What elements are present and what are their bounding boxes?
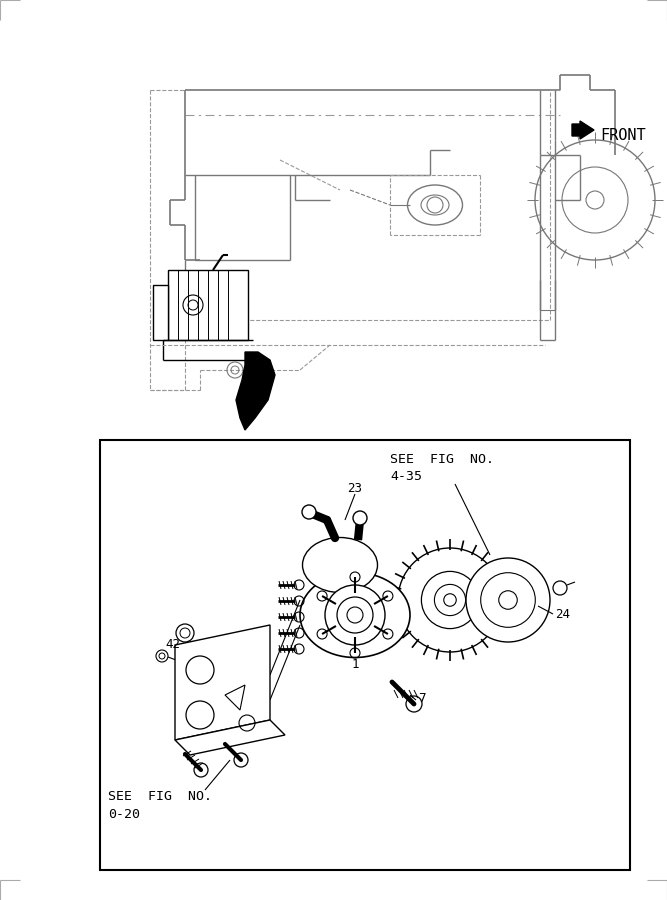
Text: 1: 1 bbox=[352, 658, 359, 671]
Text: 7: 7 bbox=[418, 691, 426, 705]
Polygon shape bbox=[175, 720, 285, 755]
Text: SEE  FIG  NO.: SEE FIG NO. bbox=[390, 453, 494, 466]
Polygon shape bbox=[175, 625, 270, 740]
Text: 24: 24 bbox=[555, 608, 570, 622]
Text: 0-20: 0-20 bbox=[108, 808, 140, 821]
Circle shape bbox=[325, 585, 385, 645]
Circle shape bbox=[466, 558, 550, 642]
Polygon shape bbox=[236, 352, 275, 430]
Polygon shape bbox=[168, 270, 248, 340]
Text: 4-35: 4-35 bbox=[390, 470, 422, 483]
Ellipse shape bbox=[303, 537, 378, 592]
Circle shape bbox=[302, 505, 316, 519]
Ellipse shape bbox=[300, 572, 410, 658]
Polygon shape bbox=[153, 285, 168, 340]
Text: FRONT: FRONT bbox=[600, 129, 646, 143]
Text: 42: 42 bbox=[165, 638, 180, 652]
Circle shape bbox=[353, 511, 367, 525]
FancyArrow shape bbox=[572, 121, 594, 139]
Bar bbox=[100, 440, 630, 870]
Text: SEE  FIG  NO.: SEE FIG NO. bbox=[108, 790, 212, 803]
Text: 23: 23 bbox=[348, 482, 362, 495]
